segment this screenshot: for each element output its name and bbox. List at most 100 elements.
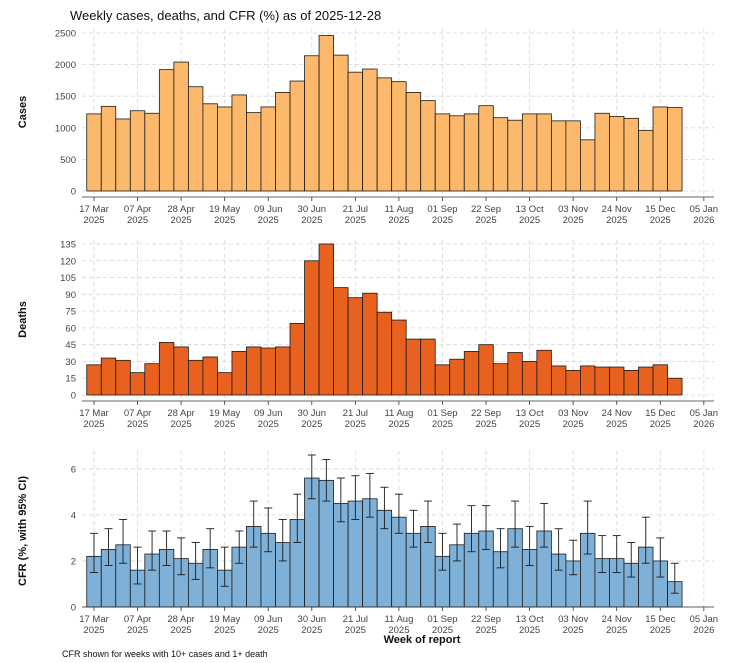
bar: [507, 119, 523, 192]
bar: [289, 80, 305, 192]
x-tick-label: 28 Apr: [167, 408, 194, 419]
x-tick-label: 21 Jul: [343, 408, 368, 419]
ytick-label: 105: [60, 273, 76, 284]
x-tick-year: 2025: [650, 625, 671, 636]
x-tick-label: 11 Aug: [384, 614, 413, 625]
bar: [376, 77, 393, 192]
ytick-label: 500: [60, 155, 76, 166]
bar: [289, 323, 305, 396]
y-axis-label: Deaths: [17, 301, 29, 338]
x-tick-label: 19 May: [209, 204, 240, 215]
bar: [463, 350, 480, 396]
bar: [318, 35, 334, 192]
chart-caption: CFR shown for weeks with 10+ cases and 1…: [62, 649, 268, 659]
bar: [536, 113, 552, 192]
bar: [246, 112, 262, 192]
bar: [231, 350, 247, 396]
bar: [391, 319, 407, 396]
bar: [115, 118, 131, 192]
x-tick-label: 03 Nov: [558, 614, 588, 625]
x-tick-year: 2025: [214, 215, 235, 226]
bar: [129, 372, 146, 396]
bar: [391, 81, 407, 192]
bar: [449, 115, 465, 192]
x-tick-label: 22 Sep: [471, 204, 501, 215]
bar: [667, 377, 683, 396]
x-tick-label: 19 May: [209, 614, 240, 625]
x-tick-year: 2025: [388, 419, 409, 430]
x-tick-year: 2025: [301, 215, 322, 226]
x-tick-year: 2026: [693, 419, 714, 430]
x-tick-label: 05 Jan: [690, 204, 719, 215]
x-tick-label: 05 Jan: [690, 614, 719, 625]
bar: [580, 139, 596, 192]
x-tick-year: 2025: [258, 625, 279, 636]
bar: [405, 338, 422, 396]
bar: [492, 117, 509, 192]
bar: [565, 369, 581, 396]
bar: [144, 112, 160, 192]
bar: [463, 113, 480, 192]
ytick-label: 60: [65, 323, 76, 334]
bar: [158, 342, 175, 396]
bar: [275, 346, 291, 396]
x-tick-label: 13 Oct: [516, 204, 544, 215]
x-tick-year: 2026: [693, 215, 714, 226]
chart-title: Weekly cases, deaths, and CFR (%) as of …: [70, 8, 381, 23]
bar: [246, 346, 262, 396]
bar: [347, 297, 364, 396]
x-tick-year: 2025: [258, 215, 279, 226]
ytick-label: 15: [65, 374, 76, 385]
x-tick-label: 09 Jun: [254, 614, 283, 625]
x-tick-year: 2025: [171, 625, 192, 636]
x-tick-year: 2025: [475, 215, 496, 226]
x-tick-year: 2025: [127, 419, 148, 430]
bar: [187, 86, 204, 192]
bar: [333, 54, 349, 192]
bar: [405, 92, 422, 192]
x-tick-year: 2025: [345, 625, 366, 636]
x-tick-label: 21 Jul: [343, 614, 368, 625]
x-tick-label: 15 Dec: [645, 408, 675, 419]
x-tick-year: 2025: [83, 625, 104, 636]
ytick-label: 75: [65, 307, 76, 318]
x-tick-year: 2025: [432, 625, 453, 636]
x-tick-label: 17 Mar: [79, 204, 109, 215]
x-tick-label: 03 Nov: [558, 408, 588, 419]
bar: [86, 364, 102, 396]
x-tick-year: 2025: [388, 625, 409, 636]
x-tick-label: 11 Aug: [384, 408, 413, 419]
bar: [260, 347, 276, 396]
bar: [158, 69, 175, 192]
x-tick-year: 2025: [606, 625, 627, 636]
bar: [362, 292, 378, 396]
x-tick-label: 15 Dec: [645, 614, 675, 625]
ytick-label: 90: [65, 290, 76, 301]
x-tick-year: 2025: [475, 625, 496, 636]
bar: [536, 349, 552, 396]
ytick-label: 2: [71, 556, 76, 567]
bar: [594, 366, 610, 396]
x-tick-year: 2025: [301, 625, 322, 636]
x-tick-year: 2025: [519, 625, 540, 636]
x-tick-year: 2025: [432, 215, 453, 226]
bar: [217, 106, 233, 192]
bar: [521, 361, 538, 396]
bar: [434, 364, 451, 396]
ytick-label: 30: [65, 357, 76, 368]
x-tick-label: 30 Jun: [298, 408, 327, 419]
ytick-label: 4: [71, 510, 76, 521]
x-tick-label: 24 Nov: [602, 614, 632, 625]
bar: [304, 55, 320, 192]
bar: [115, 359, 131, 396]
bar: [609, 116, 625, 192]
bar: [100, 105, 117, 192]
x-tick-year: 2025: [519, 419, 540, 430]
x-tick-label: 13 Oct: [516, 408, 544, 419]
x-tick-label: 30 Jun: [298, 204, 327, 215]
x-tick-label: 22 Sep: [471, 408, 501, 419]
bar: [434, 113, 451, 192]
bar: [217, 372, 233, 396]
x-tick-label: 24 Nov: [602, 204, 632, 215]
